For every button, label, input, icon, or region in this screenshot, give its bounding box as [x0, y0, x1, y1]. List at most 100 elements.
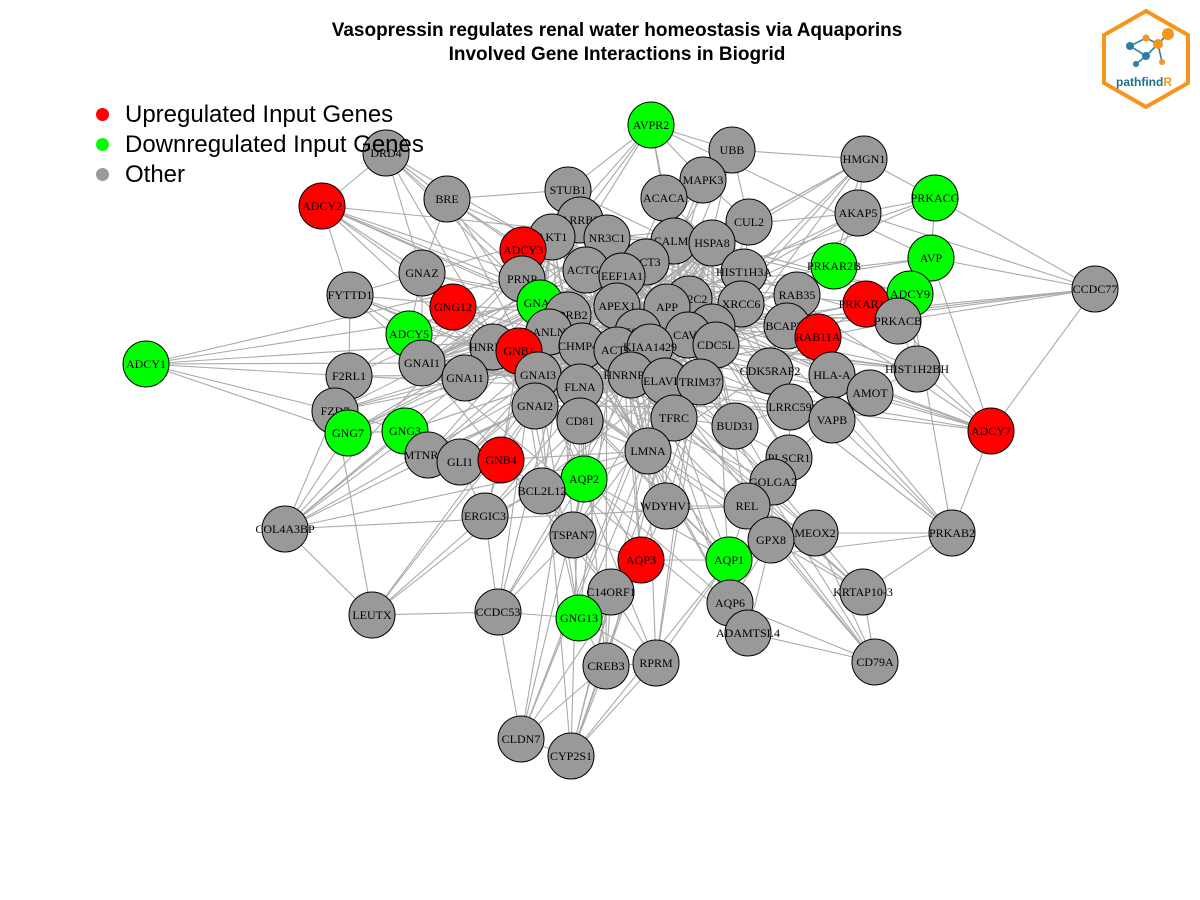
node-label: MAPK3 [683, 173, 724, 187]
node-circle [676, 358, 724, 406]
node-label: PRKAB2 [929, 526, 975, 540]
edge-LEUTX-ERGIC3 [371, 515, 486, 616]
node-gnaz: GNAZ [398, 249, 446, 297]
node-label: CCDC77 [1073, 282, 1118, 296]
node-circle [556, 397, 604, 445]
node-label: ADCY9 [890, 287, 930, 301]
node-gnb4: GNB4 [477, 436, 525, 484]
node-label: GNA11 [446, 371, 484, 385]
pathfindr-logo: pathfindR [1102, 8, 1190, 110]
node-label: GNAI3 [520, 368, 556, 382]
node-label: CD81 [566, 414, 595, 428]
node-prkacg: PRKACG [911, 174, 960, 222]
node-akap5: AKAP5 [834, 189, 882, 237]
node-label: GLI1 [447, 455, 473, 469]
node-circle [298, 182, 346, 230]
node-label: AVP [920, 251, 943, 265]
node-label: FYTTD1 [328, 288, 373, 302]
node-label: FLNA [564, 380, 596, 394]
node-circle [724, 609, 772, 657]
node-avpr2: AVPR2 [627, 101, 675, 149]
node-circle [549, 511, 597, 559]
node-elavl1: ELAVL1 [641, 357, 689, 405]
logo-network-dots [1126, 28, 1174, 67]
edge-CLDN7-FLNA [520, 386, 581, 740]
node-actg1: ACTG1 [562, 246, 610, 294]
node-bud31: BUD31 [711, 402, 759, 450]
legend-item-up: Upregulated Input Genes [96, 100, 424, 130]
node-hspa8: HSPA8 [688, 219, 736, 267]
node-circle [348, 591, 396, 639]
node-label: CREB3 [587, 659, 624, 673]
node-bcl2l12: BCL2L12 [518, 467, 566, 515]
node-label: TFRC [659, 411, 689, 425]
node-circle [587, 568, 635, 616]
legend-item-down: Downregulated Input Genes [96, 130, 424, 160]
node-hmgn1: HMGN1 [840, 135, 888, 183]
edge-ADCY1-FZD7 [145, 363, 336, 412]
node-gpx8: GPX8 [747, 516, 795, 564]
node-cul2: CUL2 [725, 198, 773, 246]
node-c14orf1: C14ORF1 [586, 568, 636, 616]
node-circle [1071, 265, 1119, 313]
node-circle [511, 382, 559, 430]
node-creb3: CREB3 [582, 642, 630, 690]
legend-dot-down [96, 138, 109, 151]
node-label: LEUTX [352, 608, 392, 622]
node-gli1: GLI1 [436, 438, 484, 486]
node-label: APEX1 [598, 299, 635, 313]
node-label: ERGIC3 [464, 509, 506, 523]
node-gng12: GNG12 [429, 283, 477, 331]
node-label: CCDC53 [476, 605, 521, 619]
node-label: HIST1H2BH [885, 362, 949, 376]
node-label: GNB4 [485, 453, 516, 467]
svg-text:pathfindR: pathfindR [1116, 75, 1172, 89]
node-circle [911, 174, 959, 222]
node-label: AKAP5 [839, 206, 878, 220]
node-label: KIAA1429 [623, 340, 677, 354]
logo-text: pathfind [1116, 75, 1163, 89]
node-label: ACTG1 [567, 263, 606, 277]
node-cdk5rap2: CDK5RAP2 [740, 347, 801, 395]
node-layer: AVPR2 UBB HMGN1 DRD4 MAPK3 STUB1 ACACA BRE ADCY2… [122, 101, 1119, 780]
node-label: PRKACB [874, 314, 922, 328]
legend: Upregulated Input Genes Downregulated In… [96, 100, 424, 190]
node-label: CYP2S1 [550, 749, 592, 763]
node-adcy7: ADCY7 [967, 407, 1015, 455]
node-label: GOLGA2 [749, 475, 797, 489]
node-circle [723, 482, 771, 530]
node-label: APP [656, 300, 678, 314]
node-circle [711, 402, 759, 450]
node-label: COL4A3BP [255, 522, 315, 536]
node-label: PRKACG [911, 191, 960, 205]
node-label: GNG7 [332, 426, 364, 440]
node-label: GNAI1 [404, 356, 440, 370]
node-bre: BRE [423, 175, 471, 223]
node-ubb: UBB [708, 126, 756, 174]
node-ccdc77: CCDC77 [1071, 265, 1119, 313]
node-gna11: GNA11 [441, 354, 489, 402]
edge-PRKAB2-VAPB [831, 419, 953, 534]
node-label: AQP2 [569, 472, 599, 486]
legend-label-other: Other [125, 161, 186, 188]
node-circle [617, 536, 665, 584]
node-label: TRIM37 [679, 375, 721, 389]
node-label: RAB11A [796, 330, 841, 344]
node-gnai2: GNAI2 [511, 382, 559, 430]
node-col4a3bp: COL4A3BP [255, 505, 315, 553]
node-circle [624, 427, 672, 475]
node-label: C14ORF1 [586, 585, 635, 599]
node-avp: AVP [907, 234, 955, 282]
node-circle [874, 297, 922, 345]
node-circle [907, 234, 955, 282]
node-ccdc53: CCDC53 [474, 588, 522, 636]
node-lrrc59: LRRC59 [766, 383, 814, 431]
node-label: HSPA8 [694, 236, 730, 250]
figure-subtitle: Involved Gene Interactions in Biogrid [448, 44, 786, 65]
node-label: CDK5RAP2 [740, 364, 801, 378]
node-label: GPX8 [756, 533, 786, 547]
node-circle [851, 638, 899, 686]
node-circle [679, 156, 727, 204]
node-gng7: GNG7 [324, 409, 372, 457]
edge-ADCY7-GNB1 [518, 350, 992, 432]
